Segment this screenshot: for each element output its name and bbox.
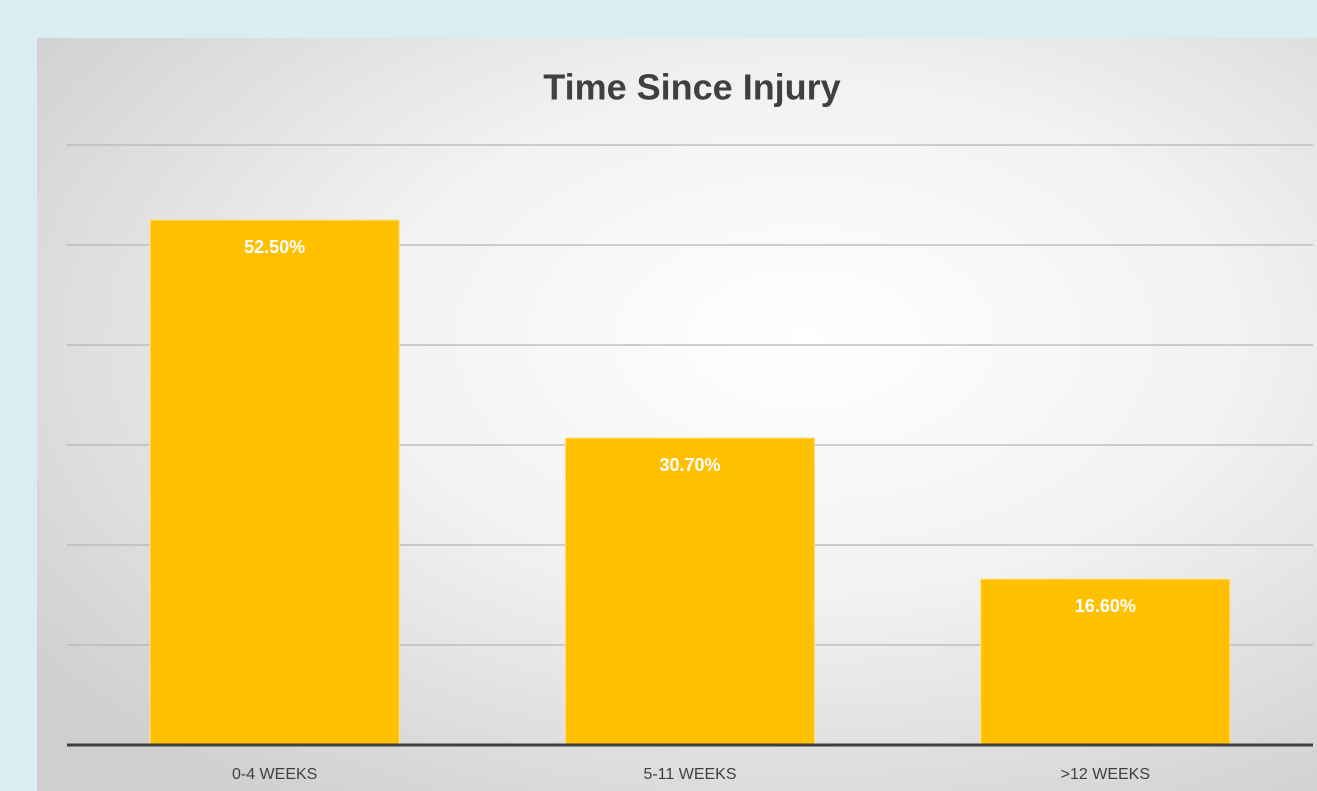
- bar: [564, 437, 816, 746]
- x-tick-label: 0-4 WEEKS: [232, 766, 317, 783]
- bar: [149, 219, 400, 746]
- bar: [980, 578, 1231, 746]
- chart-title: Time Since Injury: [543, 67, 840, 108]
- data-label: 52.50%: [244, 237, 305, 257]
- data-label: 30.70%: [659, 455, 720, 475]
- x-tick-label: 5-11 WEEKS: [643, 766, 736, 783]
- data-label: 16.60%: [1075, 596, 1136, 616]
- x-tick-label: >12 WEEKS: [1061, 766, 1150, 783]
